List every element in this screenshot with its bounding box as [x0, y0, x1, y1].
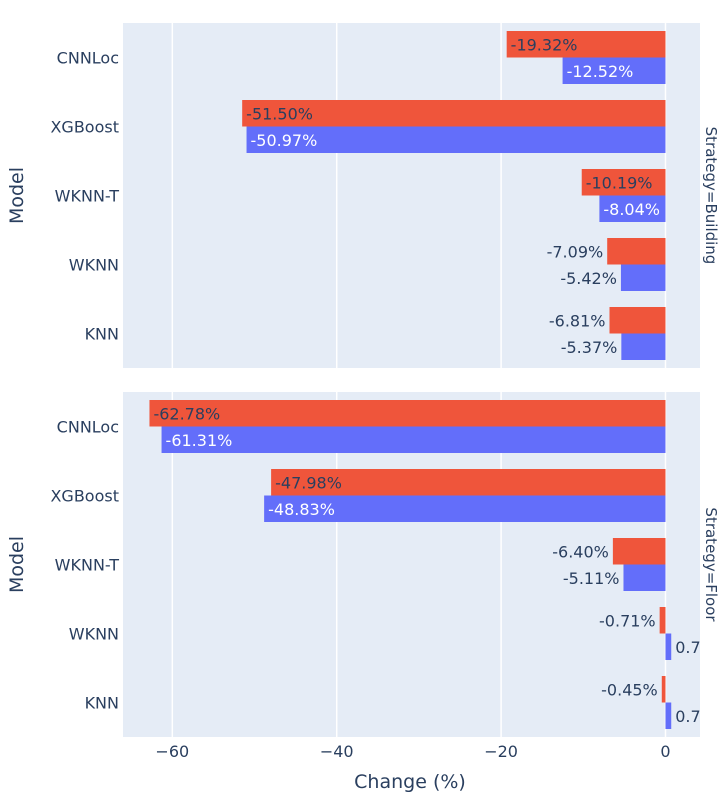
category-tick-label: WKNN: [69, 625, 119, 644]
bar: [599, 195, 666, 222]
bar: [607, 238, 666, 265]
bar: [242, 100, 666, 127]
bar: [612, 538, 666, 565]
bar: [562, 57, 666, 84]
bar: [623, 564, 666, 591]
bar: [665, 633, 672, 660]
category-tick-label: CNNLoc: [57, 418, 119, 437]
facet-panel: -19.32% -12.52% CNNLoc -51.50% -50.97% XGBoos…: [6, 23, 718, 368]
data-label: 0.7: [675, 638, 700, 657]
data-label: -62.78%: [153, 404, 220, 423]
data-label: -61.31%: [166, 431, 233, 450]
facet-label: Strategy=Building: [702, 127, 718, 265]
x-tick-label: −40: [320, 742, 354, 761]
data-label: -6.81%: [549, 311, 606, 330]
category-tick-label: KNN: [85, 325, 119, 344]
data-label: -5.37%: [561, 338, 618, 357]
facet-panel: -62.78% -61.31% CNNLoc -47.98% -48.83% XGBoos…: [6, 392, 718, 737]
data-label: -19.32%: [511, 35, 578, 54]
bar: [620, 264, 666, 291]
bar: [149, 400, 666, 427]
data-label: -0.71%: [599, 611, 656, 630]
data-label: -51.50%: [246, 104, 313, 123]
bar: [246, 126, 666, 153]
x-tick-label: −20: [484, 742, 518, 761]
data-label: -5.42%: [560, 269, 617, 288]
bar: [665, 702, 672, 729]
bar: [659, 607, 666, 634]
bar: [609, 307, 666, 334]
data-label: -5.11%: [563, 569, 620, 588]
x-tick-label: −60: [155, 742, 189, 761]
data-label: 0.7: [675, 707, 700, 726]
category-tick-label: WKNN: [69, 256, 119, 275]
category-tick-label: KNN: [85, 694, 119, 713]
bar: [661, 676, 666, 703]
bar: [271, 469, 666, 496]
data-label: -12.52%: [567, 62, 634, 81]
y-axis-title: Model: [6, 167, 28, 224]
category-tick-label: CNNLoc: [57, 49, 119, 68]
data-label: -7.09%: [547, 242, 604, 261]
bar: [581, 169, 666, 196]
bar: [161, 426, 666, 453]
facet-label: Strategy=Floor: [702, 507, 718, 622]
bar: [506, 31, 666, 58]
data-label: -50.97%: [251, 131, 318, 150]
category-tick-label: XGBoost: [50, 118, 119, 137]
category-tick-label: WKNN-T: [55, 556, 120, 575]
data-label: -48.83%: [268, 500, 335, 519]
bar: [264, 495, 666, 522]
category-tick-label: XGBoost: [50, 487, 119, 506]
x-axis-title: Change (%): [354, 771, 466, 793]
bar: [621, 333, 666, 360]
x-tick-label: 0: [660, 742, 670, 761]
data-label: -47.98%: [275, 473, 342, 492]
data-label: -0.45%: [601, 680, 658, 699]
category-tick-label: WKNN-T: [55, 187, 120, 206]
data-label: -8.04%: [603, 200, 660, 219]
y-axis-title: Model: [6, 536, 28, 593]
data-label: -10.19%: [586, 173, 653, 192]
data-label: -6.40%: [552, 542, 609, 561]
